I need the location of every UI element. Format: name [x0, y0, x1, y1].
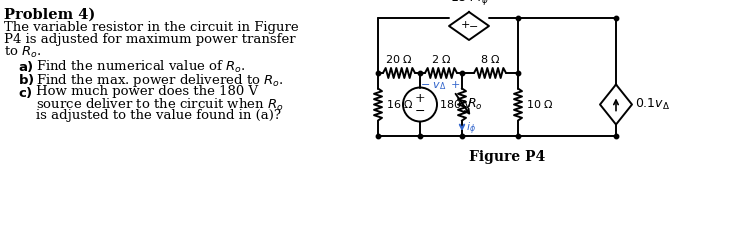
Text: $180\ \mathrm{V}$: $180\ \mathrm{V}$: [439, 98, 474, 110]
Text: $10\ \Omega$: $10\ \Omega$: [526, 98, 554, 110]
Text: $\mathbf{c)}$: $\mathbf{c)}$: [18, 85, 33, 100]
Text: The variable resistor in the circuit in Figure: The variable resistor in the circuit in …: [4, 21, 299, 34]
Text: $8\ \Omega$: $8\ \Omega$: [480, 53, 500, 65]
Text: −: −: [414, 105, 425, 118]
Text: $i_\phi$: $i_\phi$: [466, 121, 476, 137]
Text: source deliver to the circuit when $R_o$: source deliver to the circuit when $R_o$: [36, 97, 284, 113]
Text: Figure P4: Figure P4: [469, 150, 545, 164]
Text: How much power does the 180 V: How much power does the 180 V: [36, 85, 258, 98]
Text: P4 is adjusted for maximum power transfer: P4 is adjusted for maximum power transfe…: [4, 33, 295, 46]
Text: Find the numerical value of $R_o$.: Find the numerical value of $R_o$.: [36, 59, 246, 75]
Text: $2\ \Omega$: $2\ \Omega$: [431, 53, 451, 65]
Text: Problem 4): Problem 4): [4, 8, 95, 22]
Text: $\mathbf{a)}$: $\mathbf{a)}$: [18, 59, 34, 74]
Text: −: −: [469, 22, 479, 32]
Text: $20\ \Omega$: $20\ \Omega$: [385, 53, 413, 65]
Text: +: +: [461, 20, 470, 30]
Text: +: +: [414, 92, 425, 105]
Text: $16\ \Omega$: $16\ \Omega$: [386, 98, 414, 110]
Text: $-\ v_\Delta\ +$: $-\ v_\Delta\ +$: [420, 79, 461, 92]
Text: $0.1v_\Delta$: $0.1v_\Delta$: [635, 97, 670, 112]
Text: $184\ i_\phi$: $184\ i_\phi$: [450, 0, 488, 8]
Text: Find the max. power delivered to $R_o$.: Find the max. power delivered to $R_o$.: [36, 72, 284, 89]
Text: to $R_o$.: to $R_o$.: [4, 45, 42, 60]
Text: $\mathbf{b)}$: $\mathbf{b)}$: [18, 72, 34, 87]
Text: is adjusted to the value found in (a)?: is adjusted to the value found in (a)?: [36, 109, 281, 122]
Text: $R_o$: $R_o$: [467, 97, 482, 112]
